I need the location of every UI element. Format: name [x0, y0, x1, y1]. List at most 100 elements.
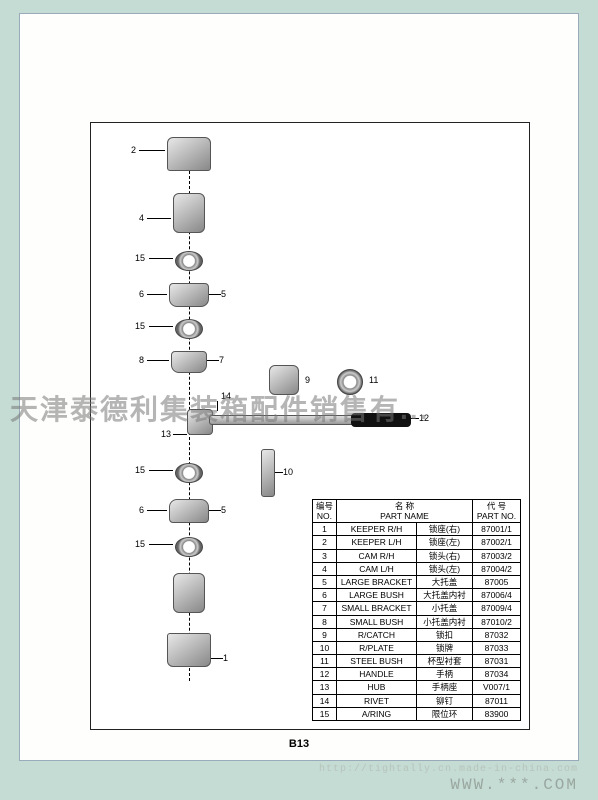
part-catch: [269, 365, 299, 395]
leader-1: [211, 658, 223, 659]
cell-en: A/RING: [337, 707, 417, 720]
leader-7: [207, 360, 219, 361]
leader-12: [411, 418, 419, 419]
table-row: 3CAM R/H锁头(右)87003/2: [312, 549, 520, 562]
cell-no: 11: [312, 655, 336, 668]
callout-2: 2: [131, 145, 136, 155]
part-aring-1: [175, 251, 203, 271]
table-row: 14RIVET铆钉87011: [312, 694, 520, 707]
table-row: 9R/CATCH锁扣87032: [312, 628, 520, 641]
callout-1: 1: [223, 653, 228, 663]
cell-en: LARGE BRACKET: [337, 575, 417, 588]
callout-15d: 15: [135, 539, 145, 549]
cell-pn: 87031: [473, 655, 521, 668]
cell-cn: 锁头(左): [417, 562, 473, 575]
cell-no: 14: [312, 694, 336, 707]
leader-15c: [149, 470, 173, 471]
callout-6b: 6: [139, 505, 144, 515]
callout-5b: 5: [221, 505, 226, 515]
cell-no: 6: [312, 589, 336, 602]
cell-en: STEEL BUSH: [337, 655, 417, 668]
leader-14: [217, 401, 218, 411]
callout-13: 13: [161, 429, 171, 439]
callout-4: 4: [139, 213, 144, 223]
cell-cn: 锁牌: [417, 641, 473, 654]
parts-table-head: 编号NO. 名 称PART NAME 代 号PART NO.: [312, 499, 520, 522]
callout-9: 9: [305, 375, 310, 385]
callout-8: 8: [139, 355, 144, 365]
callout-15b: 15: [135, 321, 145, 331]
cell-en: LARGE BUSH: [337, 589, 417, 602]
part-cam: [173, 193, 205, 233]
table-row: 2KEEPER L/H锁座(左)87002/1: [312, 536, 520, 549]
page-frame: 2 4 15 6 5 15 8 7 9 11: [20, 14, 578, 760]
cell-no: 12: [312, 668, 336, 681]
cell-no: 13: [312, 681, 336, 694]
cell-no: 3: [312, 549, 336, 562]
cell-en: KEEPER R/H: [337, 523, 417, 536]
leader-6a: [147, 294, 167, 295]
cell-cn: 大托盖: [417, 575, 473, 588]
page-number: B13: [20, 738, 578, 750]
callout-15a: 15: [135, 253, 145, 263]
part-small-bracket: [171, 351, 207, 373]
leader-5a: [209, 294, 221, 295]
cell-no: 2: [312, 536, 336, 549]
th-name: 名 称PART NAME: [337, 499, 473, 522]
parts-table-body: 1KEEPER R/H锁座(右)87001/12KEEPER L/H锁座(左)8…: [312, 523, 520, 721]
cell-no: 1: [312, 523, 336, 536]
leader-13: [173, 434, 187, 435]
table-row: 6LARGE BUSH大托盖内衬87006/4: [312, 589, 520, 602]
cell-pn: 87033: [473, 641, 521, 654]
callout-15c: 15: [135, 465, 145, 475]
cell-cn: 小托盖内衬: [417, 615, 473, 628]
part-aring-3: [175, 463, 203, 483]
table-row: 12HANDLE手柄87034: [312, 668, 520, 681]
leader-5b: [209, 510, 221, 511]
cell-cn: 锁座(左): [417, 536, 473, 549]
cell-cn: 锁头(右): [417, 549, 473, 562]
table-row: 11STEEL BUSH杯型衬套87031: [312, 655, 520, 668]
cell-pn: V007/1: [473, 681, 521, 694]
part-steel-bush: [337, 369, 363, 395]
footer-url: http://tightally.cn.made-in-china.com WW…: [0, 758, 578, 794]
part-aring-4: [175, 537, 203, 557]
cell-cn: 小托盖: [417, 602, 473, 615]
cell-no: 4: [312, 562, 336, 575]
callout-6a: 6: [139, 289, 144, 299]
cell-pn: 87010/2: [473, 615, 521, 628]
table-row: 8SMALL BUSH小托盖内衬87010/2: [312, 615, 520, 628]
cell-cn: 铆钉: [417, 694, 473, 707]
cell-pn: 87011: [473, 694, 521, 707]
cell-cn: 杯型衬套: [417, 655, 473, 668]
cell-en: CAM L/H: [337, 562, 417, 575]
cell-pn: 87032: [473, 628, 521, 641]
cell-no: 15: [312, 707, 336, 720]
table-row: 15A/RING限位环83900: [312, 707, 520, 720]
cell-pn: 87002/1: [473, 536, 521, 549]
cell-cn: 限位环: [417, 707, 473, 720]
cell-cn: 锁扣: [417, 628, 473, 641]
table-row: 13HUB手柄座V007/1: [312, 681, 520, 694]
cell-no: 7: [312, 602, 336, 615]
cell-cn: 手柄座: [417, 681, 473, 694]
cell-no: 10: [312, 641, 336, 654]
parts-table: 编号NO. 名 称PART NAME 代 号PART NO. 1KEEPER R…: [312, 499, 521, 721]
leader-2: [139, 150, 165, 151]
part-rplate: [261, 449, 275, 497]
table-row: 1KEEPER R/H锁座(右)87001/1: [312, 523, 520, 536]
cell-cn: 锁座(右): [417, 523, 473, 536]
cell-pn: 87005: [473, 575, 521, 588]
part-aring-2: [175, 319, 203, 339]
cell-no: 9: [312, 628, 336, 641]
table-row: 5LARGE BRACKET大托盖87005: [312, 575, 520, 588]
callout-14: 14: [221, 391, 231, 401]
cell-pn: 87009/4: [473, 602, 521, 615]
cell-en: HANDLE: [337, 668, 417, 681]
th-no: 编号NO.: [312, 499, 336, 522]
part-cam-bottom: [173, 573, 205, 613]
cell-en: HUB: [337, 681, 417, 694]
cell-no: 8: [312, 615, 336, 628]
cell-pn: 87034: [473, 668, 521, 681]
cell-en: CAM R/H: [337, 549, 417, 562]
